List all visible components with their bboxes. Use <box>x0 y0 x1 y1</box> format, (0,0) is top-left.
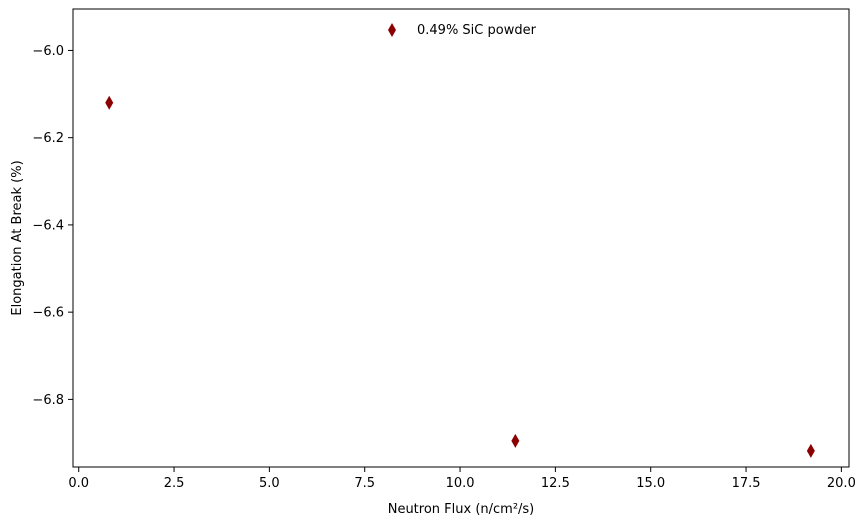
x-tick-label: 15.0 <box>636 476 665 491</box>
legend-label: 0.49% SiC powder <box>417 23 537 38</box>
x-tick-label: 0.0 <box>68 476 89 491</box>
y-axis: −6.8 −6.6 −6.4 −6.2 −6.0 <box>32 44 73 408</box>
y-axis-label: Elongation At Break (%) <box>10 160 25 315</box>
data-point <box>806 443 815 458</box>
y-tick-label: −6.0 <box>32 44 64 59</box>
legend-marker <box>388 23 396 37</box>
x-tick-label: 5.0 <box>259 476 280 491</box>
x-axis: 0.0 2.5 5.0 7.5 10.0 12.5 15.0 17.5 20.0 <box>68 467 856 491</box>
x-tick-label: 2.5 <box>164 476 185 491</box>
x-tick-label: 20.0 <box>827 476 856 491</box>
y-tick-label: −6.4 <box>32 218 64 233</box>
x-tick-label: 10.0 <box>446 476 475 491</box>
x-tick-label: 12.5 <box>541 476 570 491</box>
x-axis-label: Neutron Flux (n/cm²/s) <box>388 502 535 517</box>
x-tick-label: 7.5 <box>354 476 375 491</box>
y-tick-label: −6.2 <box>32 131 64 146</box>
y-tick-label: −6.6 <box>32 306 64 321</box>
plot-area <box>72 8 850 468</box>
data-point <box>105 95 114 110</box>
data-points <box>105 95 815 458</box>
y-tick-label: −6.8 <box>32 393 64 408</box>
legend: 0.49% SiC powder <box>388 23 537 38</box>
data-point <box>511 433 520 448</box>
x-tick-label: 17.5 <box>732 476 761 491</box>
